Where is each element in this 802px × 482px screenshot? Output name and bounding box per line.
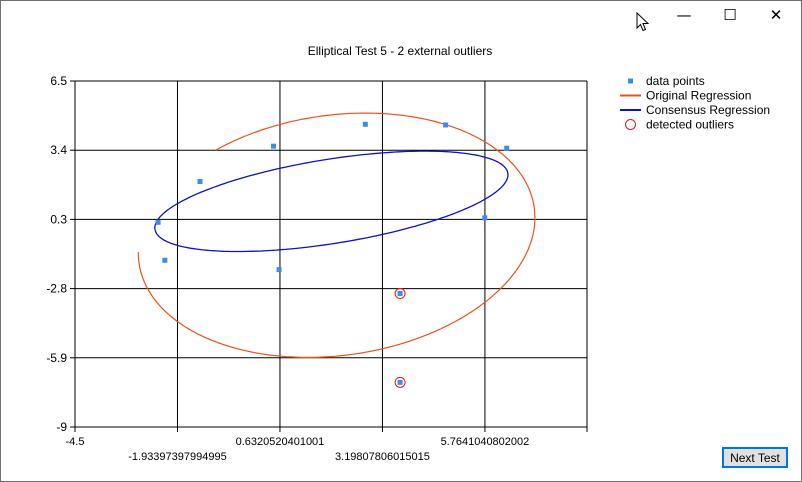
maximize-icon[interactable]: ☐ — [723, 6, 737, 24]
data-point — [397, 379, 403, 385]
data-point — [397, 291, 403, 297]
consensus-regression-curve — [154, 150, 509, 253]
legend-label: Consensus Regression — [646, 103, 770, 117]
data-point — [162, 257, 168, 263]
legend-label: data points — [646, 74, 705, 88]
x-tick-label: 0.6320520401001 — [236, 436, 325, 448]
mouse-cursor-icon — [636, 12, 650, 32]
y-tick-label: -5.9 — [46, 351, 67, 365]
x-tick-label: 5.7641040802002 — [441, 436, 530, 448]
data-point — [276, 267, 282, 273]
axis-tick-labels: 6.5 3.4 0.3 -2.8 -5.9 -9 -4.5 -1.93397397994995… — [46, 74, 529, 463]
data-point — [155, 219, 161, 225]
regression-curves — [137, 112, 536, 358]
y-tick-label: 0.3 — [50, 212, 67, 226]
close-icon[interactable]: ✕ — [769, 6, 783, 24]
outlier-marker — [394, 288, 406, 300]
data-point — [270, 143, 276, 149]
y-tick-label: -9 — [56, 420, 67, 434]
data-point-layer — [155, 121, 510, 388]
gridlines — [70, 80, 588, 432]
x-tick-label: -1.93397397994995 — [128, 451, 226, 463]
data-point — [504, 145, 510, 151]
next-test-button[interactable]: Next Test — [722, 447, 788, 468]
legend-marker-outliers — [625, 119, 636, 130]
data-point — [362, 121, 368, 127]
legend-label: Original Regression — [646, 89, 751, 103]
original-regression-curve — [137, 112, 536, 358]
data-point — [197, 178, 203, 184]
minimize-icon[interactable]: — — [676, 6, 692, 24]
chart-title: Elliptical Test 5 - 2 external outliers — [308, 44, 493, 58]
outlier-marker — [394, 376, 406, 388]
legend-marker-data-points — [628, 78, 633, 84]
x-tick-label: 3.19807806015015 — [335, 451, 430, 463]
y-tick-label: 6.5 — [50, 74, 67, 88]
y-tick-label: 3.4 — [50, 143, 67, 157]
x-tick-label: -4.5 — [66, 436, 85, 448]
data-point — [443, 122, 449, 128]
legend-label: detected outliers — [646, 118, 734, 132]
y-tick-label: -2.8 — [46, 282, 67, 296]
data-point — [482, 215, 488, 221]
